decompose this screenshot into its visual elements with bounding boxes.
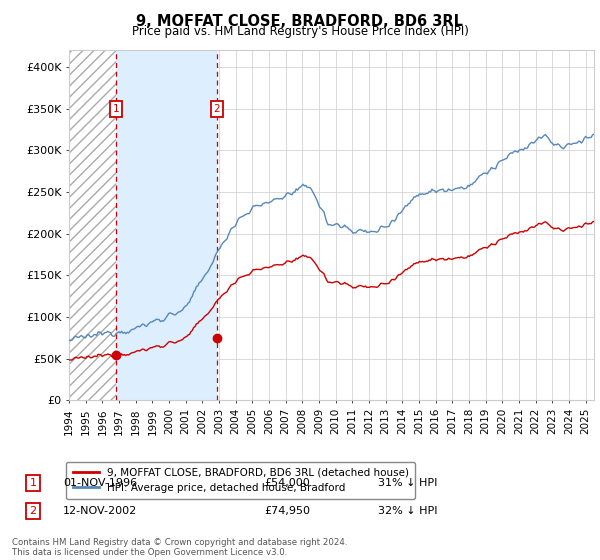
Text: 1: 1	[29, 478, 37, 488]
Text: Price paid vs. HM Land Registry's House Price Index (HPI): Price paid vs. HM Land Registry's House …	[131, 25, 469, 38]
Text: 12-NOV-2002: 12-NOV-2002	[63, 506, 137, 516]
Bar	[116, 50, 217, 400]
Text: 32% ↓ HPI: 32% ↓ HPI	[378, 506, 437, 516]
Text: 1: 1	[113, 104, 119, 114]
Text: 2: 2	[214, 104, 220, 114]
Text: 9, MOFFAT CLOSE, BRADFORD, BD6 3RL: 9, MOFFAT CLOSE, BRADFORD, BD6 3RL	[137, 14, 464, 29]
Text: 01-NOV-1996: 01-NOV-1996	[63, 478, 137, 488]
Text: 2: 2	[29, 506, 37, 516]
Bar	[69, 50, 116, 400]
Legend: 9, MOFFAT CLOSE, BRADFORD, BD6 3RL (detached house), HPI: Average price, detache: 9, MOFFAT CLOSE, BRADFORD, BD6 3RL (deta…	[67, 461, 415, 500]
Text: 31% ↓ HPI: 31% ↓ HPI	[378, 478, 437, 488]
Text: Contains HM Land Registry data © Crown copyright and database right 2024.
This d: Contains HM Land Registry data © Crown c…	[12, 538, 347, 557]
Text: £74,950: £74,950	[264, 506, 310, 516]
Text: £54,000: £54,000	[264, 478, 310, 488]
